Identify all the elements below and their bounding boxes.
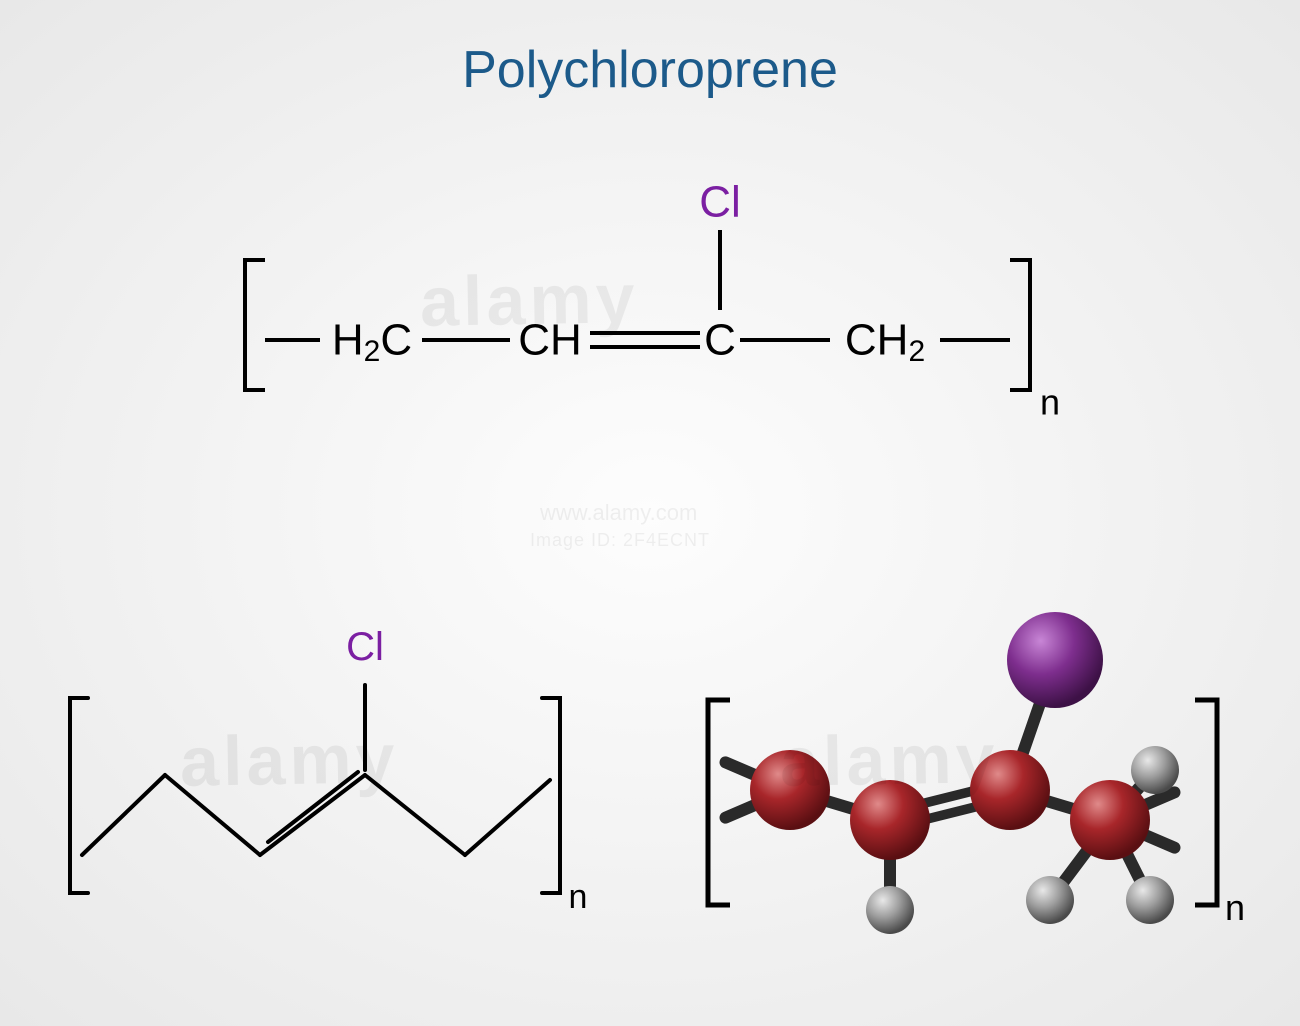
watermark-code: Image ID: 2F4ECNT [530, 530, 710, 551]
c-atom [1070, 780, 1150, 860]
ball-stick-model: n [660, 560, 1280, 980]
compound-title: Polychloroprene [0, 40, 1300, 100]
c-atom [850, 780, 930, 860]
h-atom [1131, 746, 1179, 794]
subscript-n: n [1225, 887, 1245, 928]
h-atom [866, 886, 914, 934]
h-atom [1126, 876, 1174, 924]
cl-atom [1007, 612, 1103, 708]
right-bracket [1195, 700, 1217, 905]
atom-cl: Cl [699, 178, 741, 227]
subscript-n: n [1040, 382, 1060, 423]
left-bracket [708, 700, 730, 905]
h-atom [1026, 876, 1074, 924]
watermark-url: www.alamy.com [540, 500, 697, 526]
c-atom [750, 750, 830, 830]
atom-ch: CH [518, 316, 582, 365]
left-bracket [245, 260, 265, 390]
c-atom [970, 750, 1050, 830]
atom-h2c: H2C [332, 316, 412, 368]
atom-ch2: CH2 [845, 316, 925, 368]
right-bracket [1010, 260, 1030, 390]
structural-formula: H2C CH C CH2 Cl n [0, 165, 1300, 465]
atom-c: C [704, 316, 736, 365]
